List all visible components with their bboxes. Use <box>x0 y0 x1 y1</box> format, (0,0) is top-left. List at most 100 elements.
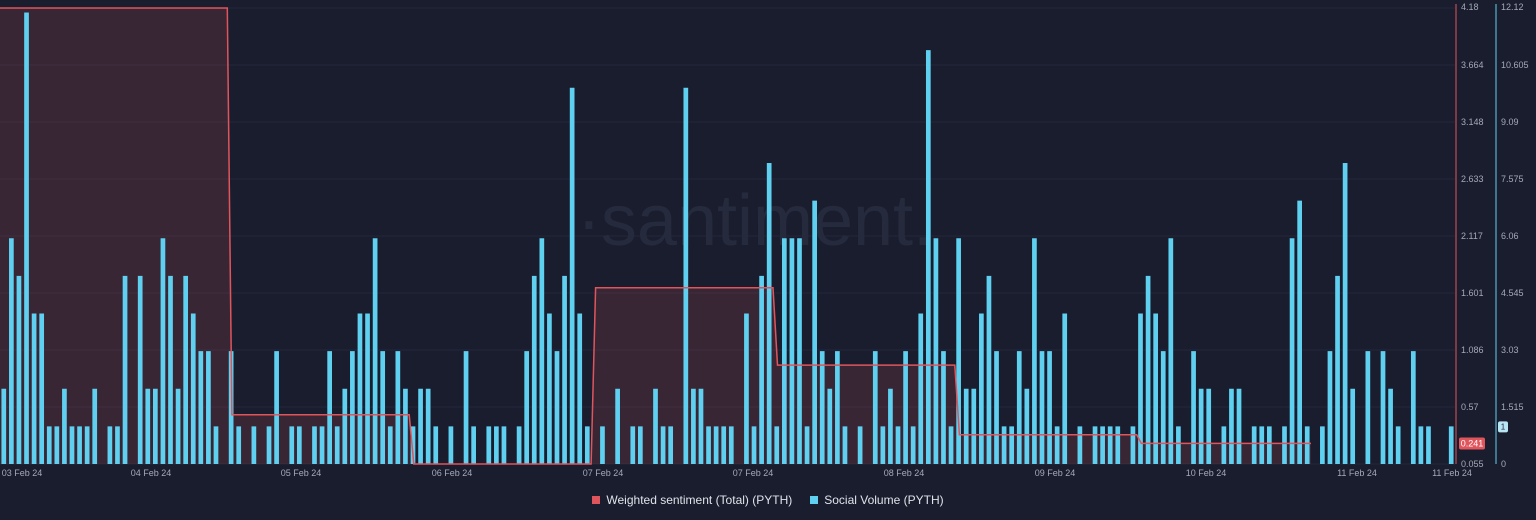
left-axis-tick-label: 1.601 <box>1461 288 1484 298</box>
chart-area: ·santiment. 03 Feb 24 04 Feb 24 05 Feb 24 0… <box>0 2 1529 478</box>
volume-bar <box>1153 313 1159 464</box>
volume-bar <box>698 388 704 464</box>
right-axis-tick-label: 7.575 <box>1501 174 1524 184</box>
volume-bar <box>471 426 476 464</box>
volume-bar <box>198 351 204 464</box>
volume-bar <box>1289 238 1295 464</box>
volume-bar <box>153 388 158 464</box>
x-axis-tick-label: 11 Feb 24 <box>1432 468 1472 478</box>
volume-bar <box>175 388 181 464</box>
legend-swatch-social-volume <box>810 496 819 504</box>
volume-bar <box>501 426 507 464</box>
volume-bar <box>547 313 552 464</box>
grid-lines <box>0 7 1455 465</box>
left-axis-tick-label: 2.633 <box>1461 174 1484 184</box>
volume-bar <box>1418 426 1424 464</box>
volume-bar <box>1009 426 1015 464</box>
legend-swatch-sentiment <box>592 496 601 504</box>
volume-bar <box>842 426 848 464</box>
right-axis-labels: 12.12 10.605 9.09 7.575 6.06 4.545 3.03 1.515 0 <box>1501 2 1529 469</box>
volume-bar <box>963 388 969 464</box>
volume-bar <box>1092 426 1098 464</box>
volume-bar <box>683 87 689 464</box>
volume-bar <box>357 313 363 464</box>
right-axis-tick-label: 1.515 <box>1501 402 1524 412</box>
left-axis-tick-label: 0.055 <box>1461 459 1484 469</box>
volume-bar <box>350 351 355 464</box>
volume-bar <box>918 313 924 464</box>
legend-item-sentiment[interactable]: Weighted sentiment (Total) (PYTH) <box>592 493 792 507</box>
volume-bar <box>372 238 378 464</box>
sentiment-area <box>0 8 1311 464</box>
left-axis-labels: 4.18 3.664 3.148 2.633 2.117 1.601 1.086 0.57 0.… <box>1461 2 1484 469</box>
volume-bar <box>115 426 120 464</box>
volume-bar <box>691 388 696 464</box>
volume-bar <box>433 426 439 464</box>
volume-bar <box>1410 351 1416 464</box>
volume-bar <box>857 426 863 464</box>
volume-bar <box>562 275 567 464</box>
volume-bar <box>524 351 530 464</box>
volume-bar <box>251 426 257 464</box>
volume-bar <box>137 275 143 464</box>
volume-bar <box>1168 238 1174 464</box>
volume-bar <box>948 426 954 464</box>
legend: Weighted sentiment (Total) (PYTH) Social… <box>0 486 1536 514</box>
sentiment-line <box>0 7 1311 465</box>
volume-bar <box>835 351 840 464</box>
volume-bar <box>668 426 674 464</box>
volume-bar <box>168 275 173 464</box>
x-axis-labels: 03 Feb 24 04 Feb 24 05 Feb 24 06 Feb 24 07 F… <box>2 468 1472 478</box>
chart-svg: ·santiment. 03 Feb 24 04 Feb 24 05 Feb 24 0… <box>0 2 1529 478</box>
volume-bar <box>1077 426 1083 464</box>
volume-bar <box>16 275 22 464</box>
volume-bar <box>789 238 795 464</box>
volume-bar <box>1115 426 1121 464</box>
volume-bar <box>1198 388 1204 464</box>
volume-bars <box>1 12 1454 465</box>
volume-bar <box>1327 351 1333 464</box>
volume-bar <box>206 351 211 464</box>
x-axis-tick-label: 05 Feb 24 <box>281 468 322 478</box>
x-axis-tick-label: 09 Feb 24 <box>1035 468 1076 478</box>
legend-item-social-volume[interactable]: Social Volume (PYTH) <box>810 493 944 507</box>
volume-bar <box>706 426 711 464</box>
volume-bar <box>448 426 454 464</box>
volume-bar <box>46 426 52 464</box>
volume-bar <box>1221 426 1227 464</box>
volume-bar <box>31 313 37 464</box>
volume-bar <box>910 426 916 464</box>
volume-bar <box>577 313 583 464</box>
volume-bar <box>236 426 242 464</box>
volume-bar <box>84 426 90 464</box>
volume-bar <box>319 426 325 464</box>
volume-bar <box>274 351 279 464</box>
volume-bar <box>1448 426 1454 464</box>
legend-label-social-volume: Social Volume (PYTH) <box>824 493 944 507</box>
volume-bar <box>554 351 560 464</box>
volume-bar <box>1236 388 1242 464</box>
volume-bar <box>54 426 60 464</box>
volume-bar <box>941 351 946 464</box>
volume-bar <box>600 426 605 464</box>
volume-bar <box>516 426 522 464</box>
legend-label-sentiment: Weighted sentiment (Total) (PYTH) <box>606 493 793 507</box>
volume-bar <box>296 426 302 464</box>
volume-bar <box>183 275 189 464</box>
volume-bar <box>1047 351 1052 464</box>
volume-bar <box>1191 351 1196 464</box>
volume-bar <box>615 388 620 464</box>
volume-bar <box>425 388 431 464</box>
volume-bar <box>213 426 219 464</box>
left-axis-tick-label: 2.117 <box>1461 231 1483 241</box>
volume-bar <box>1062 313 1068 464</box>
volume-bar <box>486 426 492 464</box>
volume-bar <box>312 426 317 464</box>
volume-bar <box>1251 426 1257 464</box>
volume-bar <box>638 426 643 464</box>
volume-bar <box>1024 388 1030 464</box>
volume-bar <box>77 426 82 464</box>
sentiment-step-line <box>0 7 1311 465</box>
volume-bar <box>531 275 537 464</box>
left-axis-tick-label: 0.57 <box>1461 402 1479 412</box>
